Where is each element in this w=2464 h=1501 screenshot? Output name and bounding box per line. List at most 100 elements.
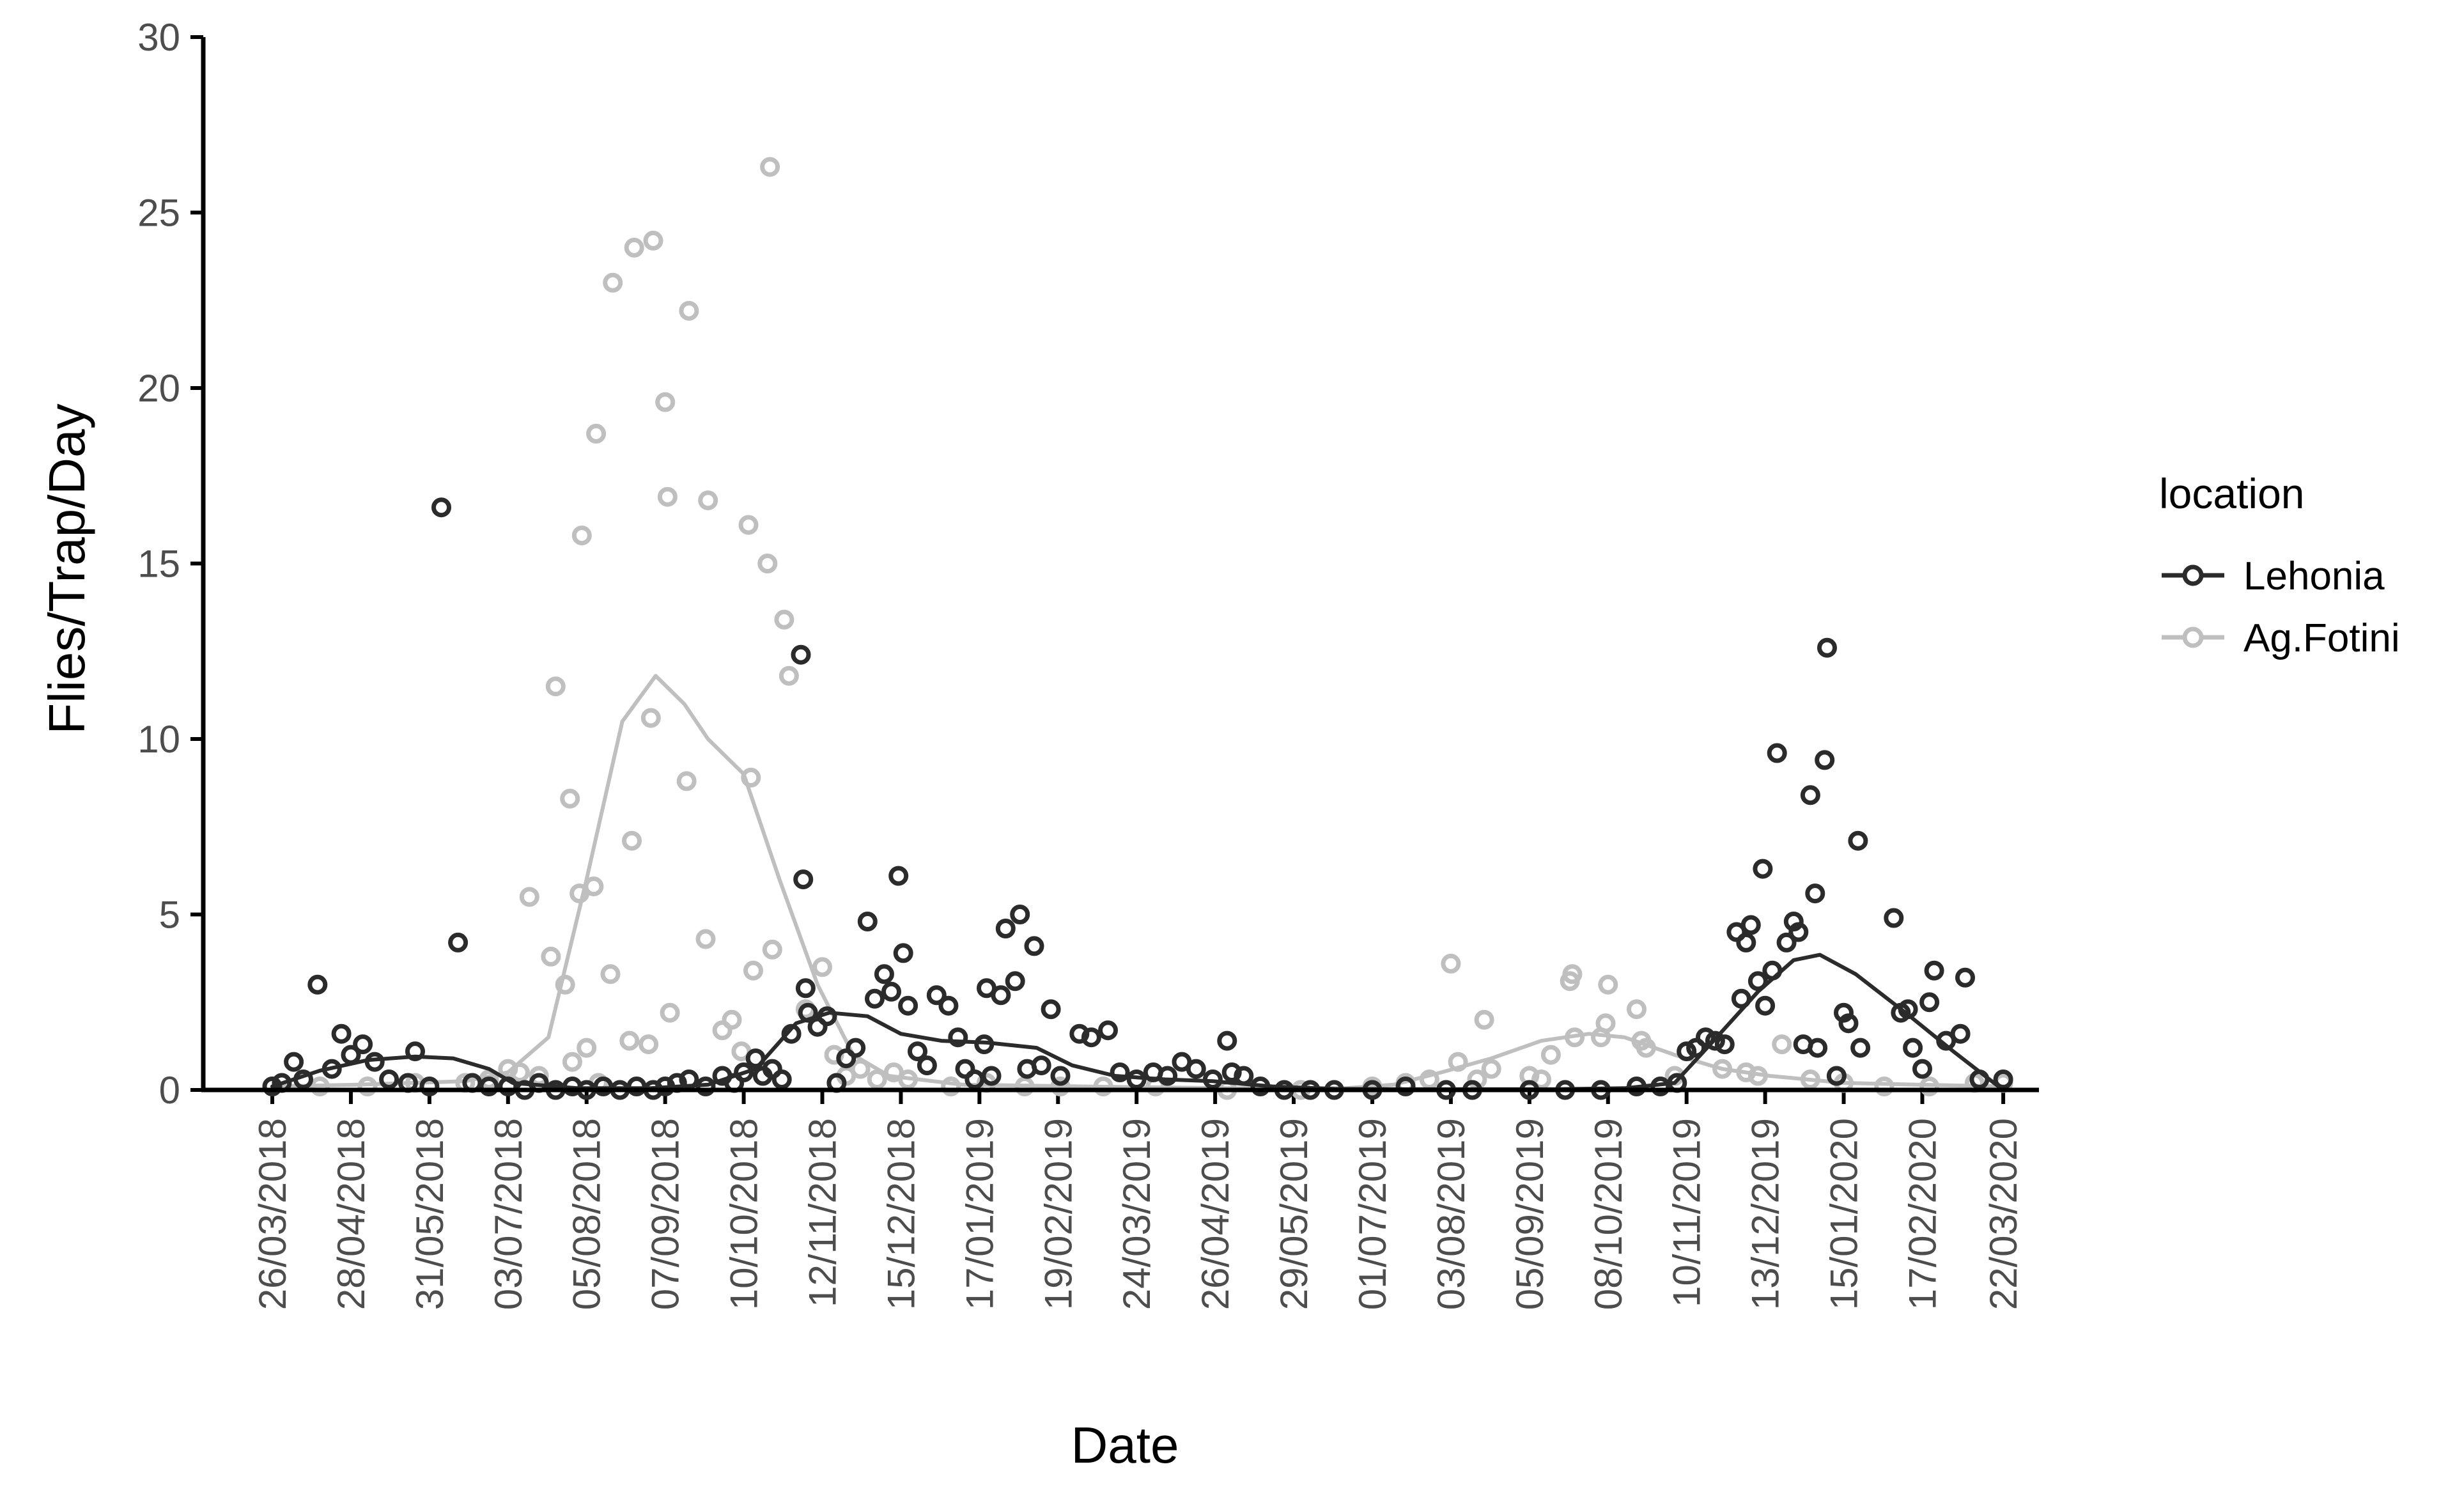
data-point-ag-fotini [577,1038,597,1058]
data-point-lehonia [1696,1027,1716,1048]
data-point-lehonia [695,1077,716,1096]
data-point-ag-fotini [1874,1077,1894,1096]
y-tick-label: 15 [137,543,180,586]
data-point-ag-fotini [738,515,759,535]
data-point-lehonia [995,919,1016,938]
data-point-lehonia [908,1041,927,1062]
data-point-lehonia [955,1059,975,1079]
data-point-ag-fotini [541,946,561,967]
data-point-lehonia [1395,1077,1416,1096]
x-tick-label: 26/03/2018 [251,1118,294,1310]
data-point-lehonia [1898,999,1918,1020]
data-point-lehonia [1041,999,1061,1020]
data-point-lehonia [865,988,885,1009]
data-point-lehonia [1202,1069,1223,1089]
data-point-ag-fotini [519,887,539,907]
data-point-lehonia [938,995,959,1016]
data-point-lehonia [1677,1041,1697,1062]
data-point-lehonia [795,978,816,999]
data-point-lehonia [1805,883,1825,904]
x-axis-ticks: 26/03/2018 28/04/2018 31/05/2018 03/07/2018… [251,1090,2025,1310]
data-point-lehonia [1736,932,1756,953]
data-point-lehonia [791,644,811,665]
data-point-lehonia [888,866,909,886]
x-tick-label: 22/03/2020 [1982,1118,2025,1310]
data-point-ag-fotini [1540,1045,1561,1065]
data-point-lehonia [1686,1038,1707,1058]
series-ag-fotini [262,157,2013,1100]
data-point-lehonia [1217,1030,1237,1051]
data-point-lehonia [981,1066,1002,1086]
data-point-ag-fotini [1747,1066,1768,1086]
data-point-lehonia [405,1041,425,1062]
data-point-lehonia [1800,785,1820,805]
data-point-lehonia [926,985,947,1006]
legend: location Lehonia Ag.Fotini [2159,470,2400,660]
data-point-lehonia [991,985,1011,1006]
data-point-ag-fotini [762,939,782,960]
x-tick-label: 31/05/2018 [408,1118,451,1310]
data-point-ag-fotini [1565,1027,1585,1048]
x-tick-label: 15/01/2020 [1823,1118,1866,1310]
data-point-lehonia [1788,922,1809,942]
data-point-lehonia [1005,971,1025,992]
data-point-ag-fotini [1636,1038,1656,1058]
data-point-lehonia [898,995,918,1016]
data-point-ag-fotini [603,272,623,293]
data-point-lehonia [1838,1013,1859,1034]
data-point-lehonia [1098,1020,1118,1041]
data-point-ag-fotini [1595,1013,1616,1034]
data-point-ag-fotini [676,771,697,791]
data-point-lehonia [745,1048,766,1069]
data-point-ag-fotini [655,392,676,412]
data-point-lehonia [1158,1066,1178,1086]
data-point-ag-fotini [1919,1077,1940,1096]
data-point-ag-fotini [757,554,778,573]
legend-key-point [2182,626,2204,648]
x-tick-label: 26/04/2019 [1194,1118,1237,1310]
data-point-lehonia [293,1069,313,1089]
data-point-lehonia [1010,905,1030,924]
data-point-lehonia [836,1048,856,1069]
data-point-ag-fotini [1800,1069,1820,1089]
y-axis-ticks: 0 5 10 15 20 25 30 [137,16,203,1112]
data-point-ag-fotini [1627,999,1647,1020]
x-tick-label: 05/09/2019 [1508,1118,1551,1310]
y-tick-label: 5 [159,894,180,937]
data-point-lehonia [1808,1038,1828,1058]
data-point-lehonia [734,1062,754,1082]
data-point-ag-fotini [743,960,763,981]
data-point-ag-fotini [1562,964,1583,984]
legend-items: Lehonia Ag.Fotini [2162,554,2400,660]
data-point-lehonia [817,1006,837,1027]
smooth-line-ag-fotini [270,674,2006,1091]
data-point-lehonia [1110,1062,1130,1082]
legend-label: Ag.Fotini [2243,616,2400,660]
data-point-lehonia [353,1034,373,1055]
data-point-lehonia [262,1077,283,1096]
data-point-lehonia [798,1002,818,1023]
data-point-ag-fotini [584,876,604,897]
data-point-lehonia [974,1034,995,1055]
data-point-ag-fotini [357,1077,378,1096]
data-point-lehonia [1950,1023,1971,1044]
x-tick-label: 03/07/2018 [487,1118,530,1310]
data-point-lehonia [1050,1066,1071,1086]
data-point-ag-fotini [640,708,661,728]
data-point-ag-fotini [1531,1069,1551,1089]
data-point-lehonia [679,1069,699,1089]
data-point-lehonia [807,1016,828,1037]
x-tick-label: 05/08/2018 [566,1118,608,1310]
legend-title: location [2159,470,2305,517]
data-point-lehonia [1740,915,1761,935]
data-point-lehonia [479,1077,499,1096]
data-point-ag-fotini [560,788,580,809]
data-point-ag-fotini [760,157,780,177]
x-tick-label: 10/10/2018 [723,1118,766,1310]
x-axis-title: Date [1071,1417,1179,1474]
data-point-lehonia [1081,1027,1101,1048]
data-point-ag-fotini [639,1034,659,1055]
x-tick-label: 15/12/2018 [879,1118,922,1310]
legend-label: Lehonia [2243,554,2385,598]
data-point-lehonia [364,1052,385,1072]
